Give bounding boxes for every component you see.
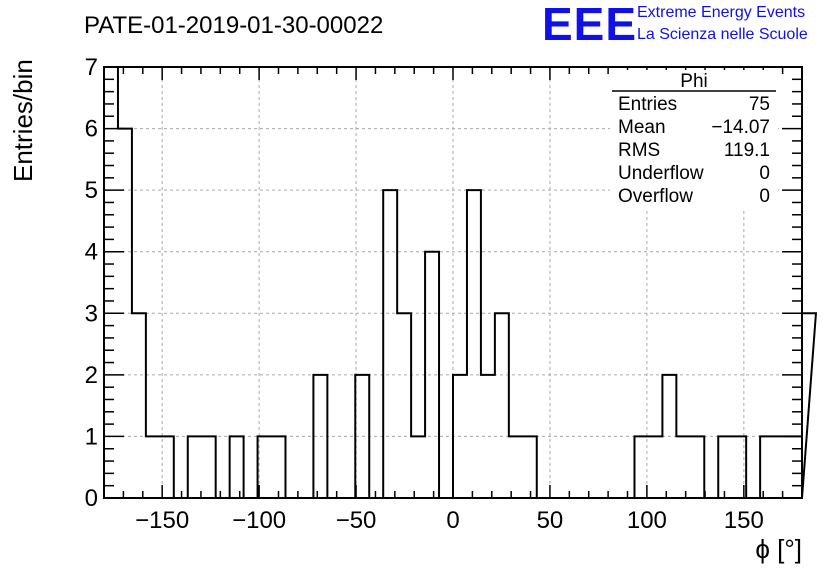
- eee-logo: EEE Extreme Energy Events La Scienza nel…: [542, 0, 808, 50]
- histogram-bin: [690, 436, 704, 498]
- x-tick-label: 50: [537, 507, 564, 534]
- stats-rows: Entries 75 Mean −14.07 RMS 119.1 Underflow 0 Ove…: [618, 94, 770, 207]
- y-tick-label: 0: [85, 485, 98, 512]
- stats-label: Underflow: [618, 163, 704, 184]
- y-tick-label: 6: [85, 116, 98, 143]
- histogram-outline: [103, 66, 818, 499]
- histogram-bin: [202, 436, 216, 498]
- stats-value: 119.1: [724, 140, 770, 161]
- stats-label: RMS: [618, 140, 660, 161]
- histogram-bin: [272, 436, 286, 498]
- stats-value: −14.07: [711, 117, 770, 138]
- histogram-bin: [495, 313, 509, 498]
- x-tick-labels: −150 −100 −50 0 50 100 150: [135, 507, 764, 534]
- chart-title: PATE-01-2019-01-30-00022: [84, 12, 383, 39]
- y-tick-label: 4: [85, 239, 98, 266]
- stats-value: 0: [759, 163, 770, 184]
- logo-line2: La Scienza nelle Scuole: [637, 26, 808, 43]
- histogram-bin: [788, 436, 802, 498]
- histogram-bin: [523, 436, 537, 498]
- y-tick-label: 7: [85, 54, 98, 81]
- histogram-bin: [383, 190, 397, 498]
- y-tick-labels: 0 1 2 3 4 5 6 7: [85, 54, 98, 512]
- stats-label: Overflow: [618, 186, 693, 207]
- histogram-bin: [146, 436, 160, 498]
- histogram-bin: [230, 436, 244, 498]
- logo-line1: Extreme Energy Events: [637, 4, 805, 21]
- stats-title: Phi: [680, 71, 707, 92]
- histogram-bin: [718, 436, 732, 498]
- y-tick-label: 5: [85, 177, 98, 204]
- y-tick-label: 3: [85, 300, 98, 327]
- y-axis-label: Entries/bin: [8, 59, 38, 182]
- stats-label: Entries: [618, 94, 677, 115]
- x-tick-label: 150: [724, 507, 764, 534]
- stats-value: 0: [759, 186, 770, 207]
- x-axis-label: ϕ [°]: [755, 534, 802, 564]
- x-tick-label: 100: [627, 507, 667, 534]
- histogram-bin: [509, 436, 523, 498]
- x-tick-label: −50: [336, 507, 377, 534]
- stats-box: Phi Entries 75 Mean −14.07 RMS 119.1 Underflow…: [610, 70, 778, 210]
- histogram-bin: [188, 436, 202, 498]
- x-tick-label: −100: [232, 507, 286, 534]
- x-tick-label: 0: [446, 507, 459, 534]
- histogram-bin: [104, 67, 118, 498]
- y-tick-label: 1: [85, 423, 98, 450]
- y-tick-label: 2: [85, 362, 98, 389]
- x-tick-label: −150: [135, 507, 189, 534]
- histogram-bin: [648, 436, 662, 498]
- histogram-bin: [676, 436, 690, 498]
- stats-value: 75: [749, 94, 770, 115]
- stats-label: Mean: [618, 117, 666, 138]
- histogram-bin: [774, 436, 788, 498]
- histogram-bin: [467, 190, 481, 498]
- histogram-bin: [132, 313, 146, 498]
- histogram-bin: [397, 313, 411, 498]
- histogram-bin: [411, 436, 425, 498]
- stats-box-background: [610, 70, 778, 210]
- histogram-bin: [760, 436, 774, 498]
- logo-mark: EEE: [542, 0, 637, 50]
